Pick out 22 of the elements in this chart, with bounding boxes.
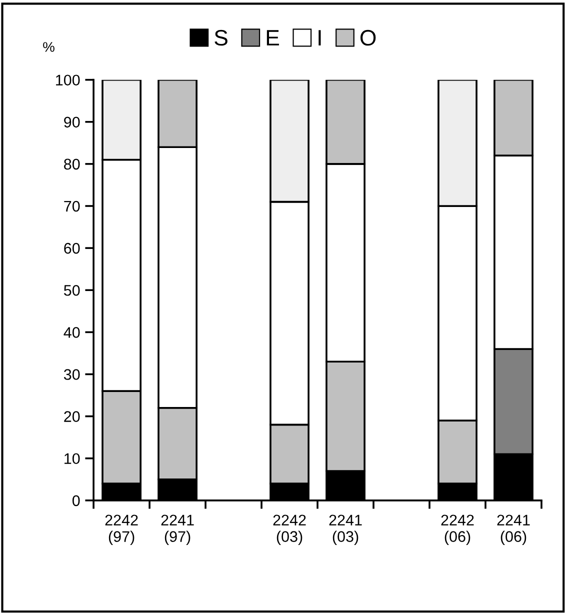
y-tick-label: 30 [64,369,80,380]
y-tick-label: 10 [64,453,80,464]
x-tick-label: 2242 (03) [273,514,306,545]
y-tick-label: 100 [56,74,80,86]
legend-label: O [360,30,376,46]
legend-label: S [214,30,228,46]
y-tick-label: 90 [64,116,80,128]
y-tick-label: 50 [64,284,80,296]
y-tick-label: 60 [64,242,80,254]
y-axis-title: % [43,42,54,52]
y-tick-label: 70 [64,200,80,212]
x-tick-label: 2242 (06) [441,514,474,545]
x-tick-label: 2241 (06) [497,514,530,545]
x-tick-label: 2241 (03) [329,514,362,545]
x-tick-label: 2242 (97) [105,514,138,545]
y-tick-label: 80 [64,158,80,170]
legend-label: E [266,30,279,46]
y-tick-label: 40 [64,327,80,338]
legend-label: I [318,30,321,46]
x-tick-label: 2241 (97) [161,514,194,545]
y-tick-label: 0 [72,495,80,506]
y-tick-label: 20 [64,411,80,422]
